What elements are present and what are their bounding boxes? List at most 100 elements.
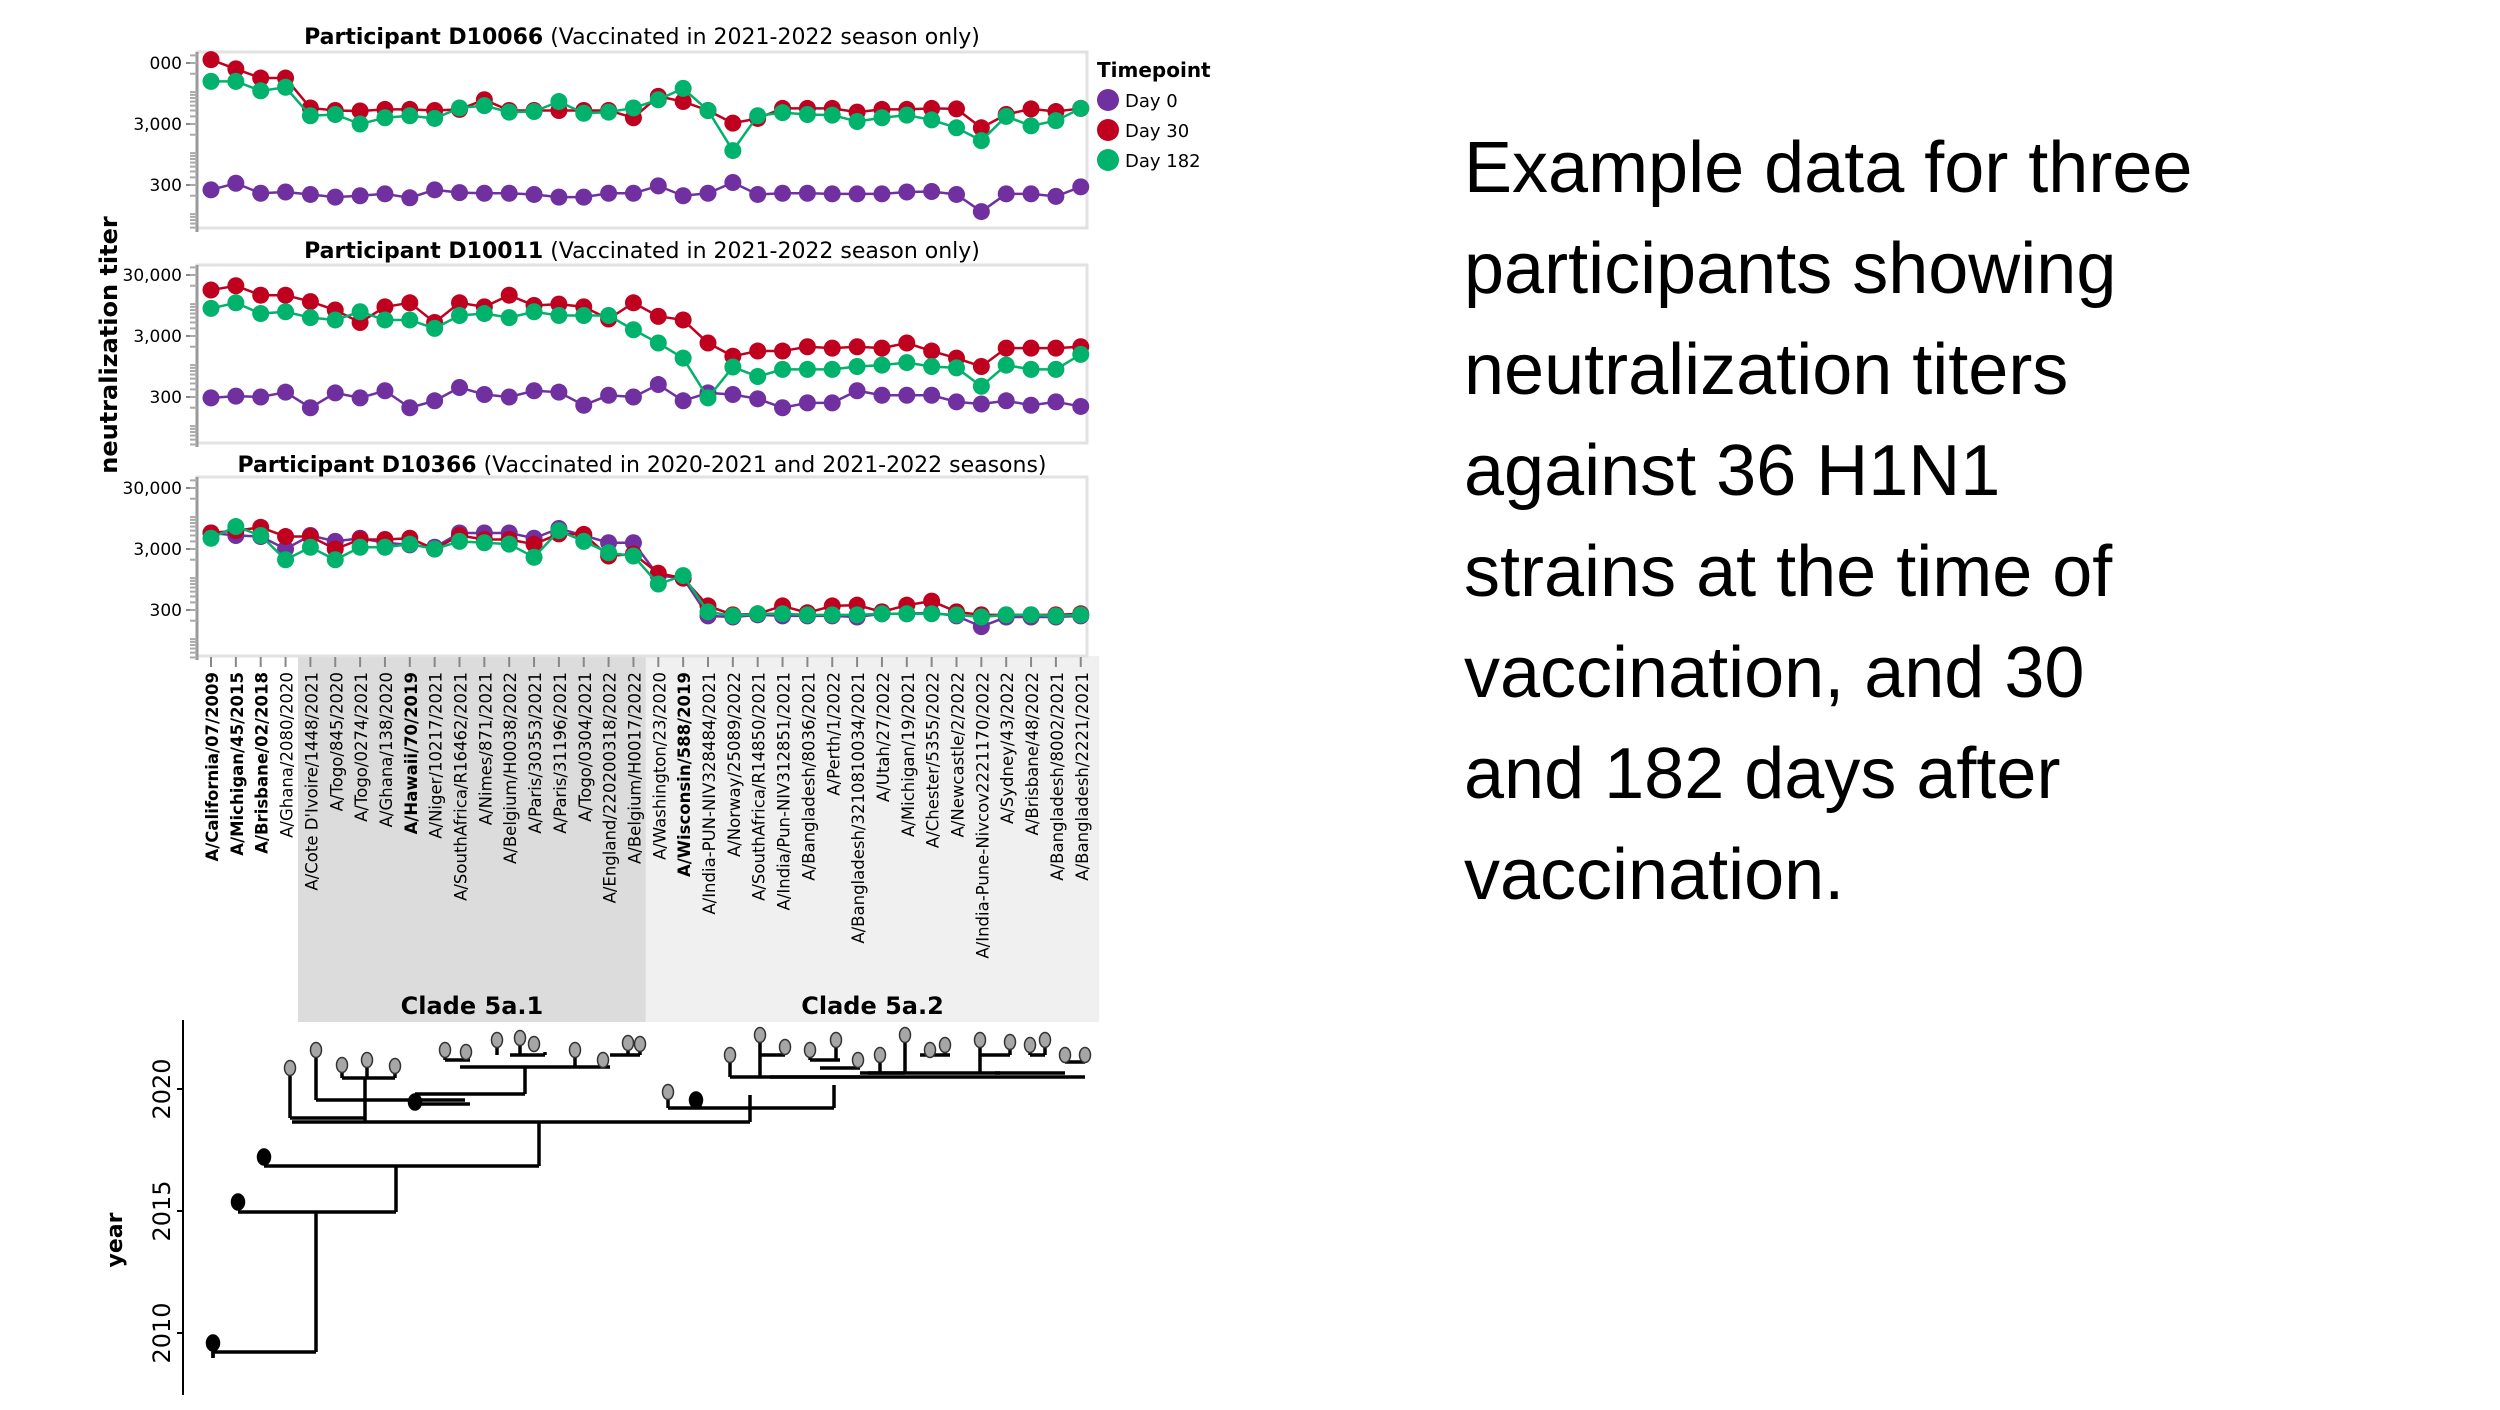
data-point	[401, 107, 419, 125]
data-point	[401, 189, 419, 207]
data-point	[774, 104, 792, 122]
data-point	[823, 360, 841, 378]
data-point	[972, 132, 990, 150]
strain-label: A/SouthAfrica/R16462/2021	[452, 672, 471, 901]
data-point	[948, 185, 965, 203]
data-point	[1072, 606, 1090, 624]
strain-node-icon	[938, 1036, 952, 1054]
strain-node-icon	[898, 1026, 912, 1044]
data-point	[376, 185, 394, 203]
data-point	[600, 184, 618, 202]
strain-node-icon	[851, 1051, 865, 1069]
data-point	[326, 384, 344, 402]
strain-label: A/Paris/31196/2021	[551, 672, 570, 834]
data-point	[252, 184, 270, 202]
data-point	[451, 378, 468, 396]
titer-panels: Participant D10066 (Vaccinated in 2021-2…	[123, 25, 1090, 660]
data-point	[649, 575, 667, 593]
data-point	[823, 106, 841, 124]
strain-label: A/Belgium/H0038/2022	[501, 672, 520, 864]
data-point	[351, 187, 369, 205]
data-point	[923, 111, 941, 129]
data-point	[997, 339, 1015, 357]
data-point	[724, 114, 742, 132]
data-point	[525, 103, 543, 121]
data-point	[948, 606, 965, 624]
strain-label: A/Nimes/871/2021	[476, 672, 495, 825]
data-point	[550, 522, 568, 540]
data-point	[724, 607, 742, 625]
data-point	[1047, 360, 1065, 378]
data-point	[252, 388, 270, 406]
data-point	[724, 142, 742, 160]
data-point	[1022, 117, 1040, 135]
data-point	[923, 182, 941, 200]
caption-line: and 182 days after	[1464, 734, 2061, 814]
caption-line: neutralization titers	[1464, 330, 2069, 410]
data-point	[202, 72, 220, 90]
data-point	[972, 357, 990, 375]
data-point	[997, 606, 1015, 624]
strain-label: A/England/220200318/2022	[601, 672, 620, 903]
data-point	[500, 535, 518, 553]
strain-node-icon	[873, 1046, 887, 1064]
data-point	[1047, 339, 1065, 357]
strain-node-icon	[1038, 1031, 1052, 1049]
caption-line: participants showing	[1464, 229, 2117, 309]
data-point	[500, 388, 518, 406]
data-point	[1072, 397, 1090, 415]
data-point	[624, 184, 642, 202]
data-point	[550, 307, 568, 325]
panel-title: Participant D10066 (Vaccinated in 2021-2…	[304, 25, 980, 50]
data-point	[301, 293, 319, 311]
data-point	[873, 605, 891, 623]
strain-label: A/Utah/27/2022	[874, 672, 893, 802]
year-tick-label: 2015	[148, 1180, 176, 1241]
strain-label: A/Niger/10217/2021	[427, 672, 446, 839]
data-point	[451, 307, 468, 325]
strain-node-icon	[438, 1041, 452, 1059]
data-point	[948, 100, 965, 118]
data-point	[649, 91, 667, 109]
strain-label: A/Washington/23/2020	[650, 672, 669, 860]
data-point	[997, 185, 1015, 203]
data-point	[277, 383, 295, 401]
data-point	[798, 360, 816, 378]
legend-label: Day 0	[1125, 91, 1178, 112]
panel-2: Participant D10011 (Vaccinated in 2021-2…	[123, 239, 1090, 447]
caption-line: against 36 H1N1	[1464, 431, 2001, 511]
data-point	[326, 551, 344, 569]
data-point	[451, 99, 468, 117]
strain-node-icon	[923, 1041, 937, 1059]
data-point	[674, 567, 692, 585]
data-point	[948, 393, 965, 411]
strain-node-icon	[490, 1031, 504, 1049]
tree-branches	[211, 1035, 1087, 1358]
strain-label: A/India-PUN-NIV328484/2021	[700, 672, 719, 915]
data-point	[376, 382, 394, 400]
data-point	[798, 338, 816, 356]
data-point	[1022, 360, 1040, 378]
data-point	[351, 303, 369, 321]
data-point	[798, 394, 816, 412]
data-point	[997, 107, 1015, 125]
data-point	[277, 78, 295, 96]
strain-label: A/Bangladesh/8002/2021	[1048, 672, 1067, 881]
data-point	[277, 551, 295, 569]
data-point	[1072, 99, 1090, 117]
data-point	[624, 99, 642, 117]
strain-label: A/Belgium/H0017/2022	[625, 672, 644, 864]
tree-year-ticks: 2010 2015 2020	[148, 1058, 183, 1364]
data-point	[351, 538, 369, 556]
data-point	[972, 119, 990, 137]
data-point	[326, 105, 344, 123]
y-tick-label: 300	[150, 388, 182, 408]
data-point	[898, 106, 916, 124]
y-tick-label: 000	[150, 54, 182, 74]
strain-label: A/Newcastle/2/2022	[949, 672, 968, 837]
data-point	[798, 606, 816, 624]
data-point	[351, 389, 369, 407]
y-axis-title: neutralization titer	[95, 216, 123, 474]
strain-label: A/Togo/845/2020	[327, 672, 346, 811]
strain-label: A/Perth/1/2022	[824, 672, 843, 796]
